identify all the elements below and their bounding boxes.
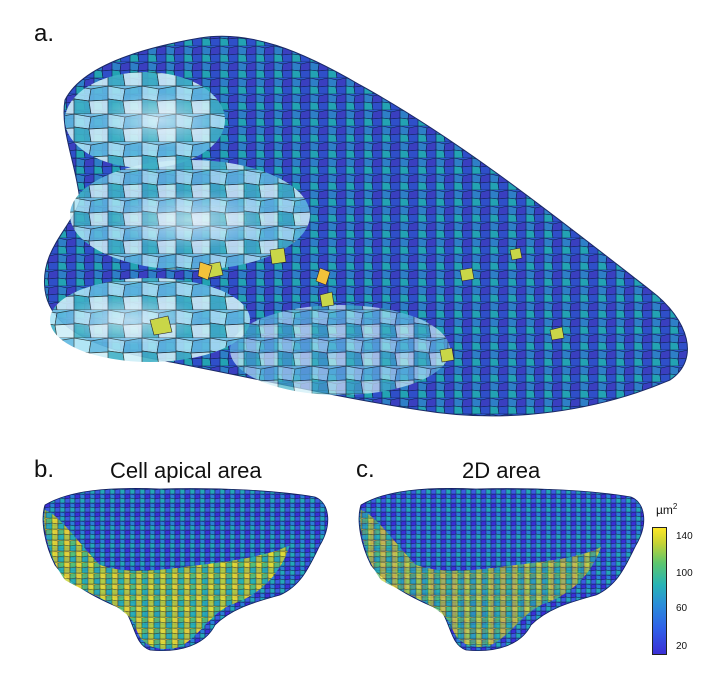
colorbar-tick: 20 <box>676 641 688 652</box>
2d-area-map <box>358 488 645 651</box>
colorbar-tick: 100 <box>676 568 693 579</box>
high-area-region <box>360 510 601 647</box>
colorbar-tick: 60 <box>676 603 688 614</box>
specular-highlight <box>100 92 220 148</box>
apical-area-map <box>42 488 329 651</box>
largest-cells <box>197 261 331 286</box>
panel-a-label: a. <box>34 20 55 47</box>
colorbar: µm2 140 100 60 20 <box>646 502 710 662</box>
tissue-lobe-lower-right <box>230 305 450 395</box>
panel-c-title: 2D area <box>462 458 541 483</box>
panel-b-title: Cell apical area <box>110 458 262 483</box>
colorbar-gradient <box>652 527 667 655</box>
tissue-3d-render <box>43 35 688 417</box>
panel-b-label: b. <box>34 456 55 483</box>
panel-c-label: c. <box>356 456 375 483</box>
colorbar-unit: µm2 <box>656 502 678 517</box>
specular-highlight <box>60 295 200 345</box>
high-area-region <box>44 510 290 649</box>
specular-highlight <box>110 190 270 250</box>
colorbar-tick: 140 <box>676 531 693 542</box>
